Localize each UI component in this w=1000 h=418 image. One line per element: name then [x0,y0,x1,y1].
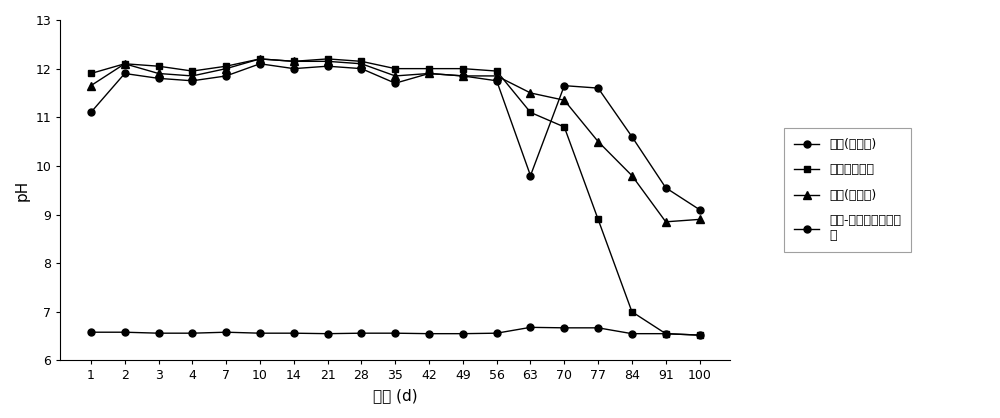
石蜡-松香包膜过氧化
钙 [186,78,198,83]
对照(蜗馏水) [355,331,367,336]
石蜡-松香包膜过氧化
钙 [524,173,536,178]
过氧化钙原料 [389,66,401,71]
Line: 颗粒(未包膜): 颗粒(未包膜) [87,55,704,226]
对照(蜗馏水) [660,331,672,336]
对照(蜗馏水) [423,331,435,336]
石蜡-松香包膜过氧化
钙 [423,71,435,76]
石蜡-松香包膜过氧化
钙 [558,83,570,88]
对照(蜗馏水) [389,331,401,336]
颗粒(未包膜) [457,74,469,79]
石蜡-松香包膜过氧化
钙 [626,134,638,139]
过氧化钙原料 [153,64,165,69]
石蜡-松香包膜过氧化
钙 [491,78,503,83]
石蜡-松香包膜过氧化
钙 [660,185,672,190]
过氧化钙原料 [423,66,435,71]
对照(蜗馏水) [119,330,131,335]
Y-axis label: pH: pH [15,180,30,201]
石蜡-松香包膜过氧化
钙 [288,66,300,71]
石蜡-松香包膜过氧化
钙 [119,71,131,76]
颗粒(未包膜) [288,59,300,64]
石蜡-松香包膜过氧化
钙 [694,207,706,212]
过氧化钙原料 [457,66,469,71]
石蜡-松香包膜过氧化
钙 [592,86,604,91]
Legend: 对照(蜗馏水), 过氧化钙原料, 颗粒(未包膜), 石蜡-松香包膜过氧化
钙: 对照(蜗馏水), 过氧化钙原料, 颗粒(未包膜), 石蜡-松香包膜过氧化 钙 [784,128,911,252]
对照(蜗馏水) [153,331,165,336]
Line: 对照(蜗馏水): 对照(蜗馏水) [87,324,703,339]
对照(蜗馏水) [592,325,604,330]
颗粒(未包膜) [592,139,604,144]
对照(蜗馏水) [254,331,266,336]
石蜡-松香包膜过氧化
钙 [457,74,469,79]
对照(蜗馏水) [491,331,503,336]
颗粒(未包膜) [626,173,638,178]
对照(蜗馏水) [85,330,97,335]
过氧化钙原料 [660,331,672,336]
颗粒(未包膜) [558,98,570,103]
对照(蜗馏水) [694,333,706,338]
颗粒(未包膜) [491,74,503,79]
过氧化钙原料 [322,56,334,61]
Line: 石蜡-松香包膜过氧化
钙: 石蜡-松香包膜过氧化 钙 [87,60,703,213]
颗粒(未包膜) [355,61,367,66]
颗粒(未包膜) [254,56,266,61]
对照(蜗馏水) [322,331,334,336]
过氧化钙原料 [694,333,706,338]
过氧化钙原料 [220,64,232,69]
石蜡-松香包膜过氧化
钙 [322,64,334,69]
过氧化钙原料 [254,56,266,61]
石蜡-松香包膜过氧化
钙 [389,81,401,86]
颗粒(未包膜) [694,217,706,222]
Line: 过氧化钙原料: 过氧化钙原料 [87,56,703,339]
过氧化钙原料 [524,110,536,115]
X-axis label: 时间 (d): 时间 (d) [373,388,418,403]
颗粒(未包膜) [153,71,165,76]
过氧化钙原料 [119,61,131,66]
过氧化钙原料 [491,69,503,74]
石蜡-松香包膜过氧化
钙 [85,110,97,115]
过氧化钙原料 [626,309,638,314]
对照(蜗馏水) [220,330,232,335]
石蜡-松香包膜过氧化
钙 [254,61,266,66]
石蜡-松香包膜过氧化
钙 [355,66,367,71]
颗粒(未包膜) [423,71,435,76]
对照(蜗馏水) [558,325,570,330]
对照(蜗馏水) [288,331,300,336]
过氧化钙原料 [186,69,198,74]
对照(蜗馏水) [626,331,638,336]
颗粒(未包膜) [524,90,536,95]
过氧化钙原料 [355,59,367,64]
对照(蜗馏水) [186,331,198,336]
石蜡-松香包膜过氧化
钙 [220,74,232,79]
颗粒(未包膜) [660,219,672,224]
对照(蜗馏水) [524,325,536,330]
颗粒(未包膜) [389,74,401,79]
颗粒(未包膜) [186,74,198,79]
对照(蜗馏水) [457,331,469,336]
过氧化钙原料 [592,217,604,222]
过氧化钙原料 [558,125,570,130]
颗粒(未包膜) [220,66,232,71]
颗粒(未包膜) [119,61,131,66]
颗粒(未包膜) [322,59,334,64]
过氧化钙原料 [288,59,300,64]
过氧化钙原料 [85,71,97,76]
石蜡-松香包膜过氧化
钙 [153,76,165,81]
颗粒(未包膜) [85,83,97,88]
